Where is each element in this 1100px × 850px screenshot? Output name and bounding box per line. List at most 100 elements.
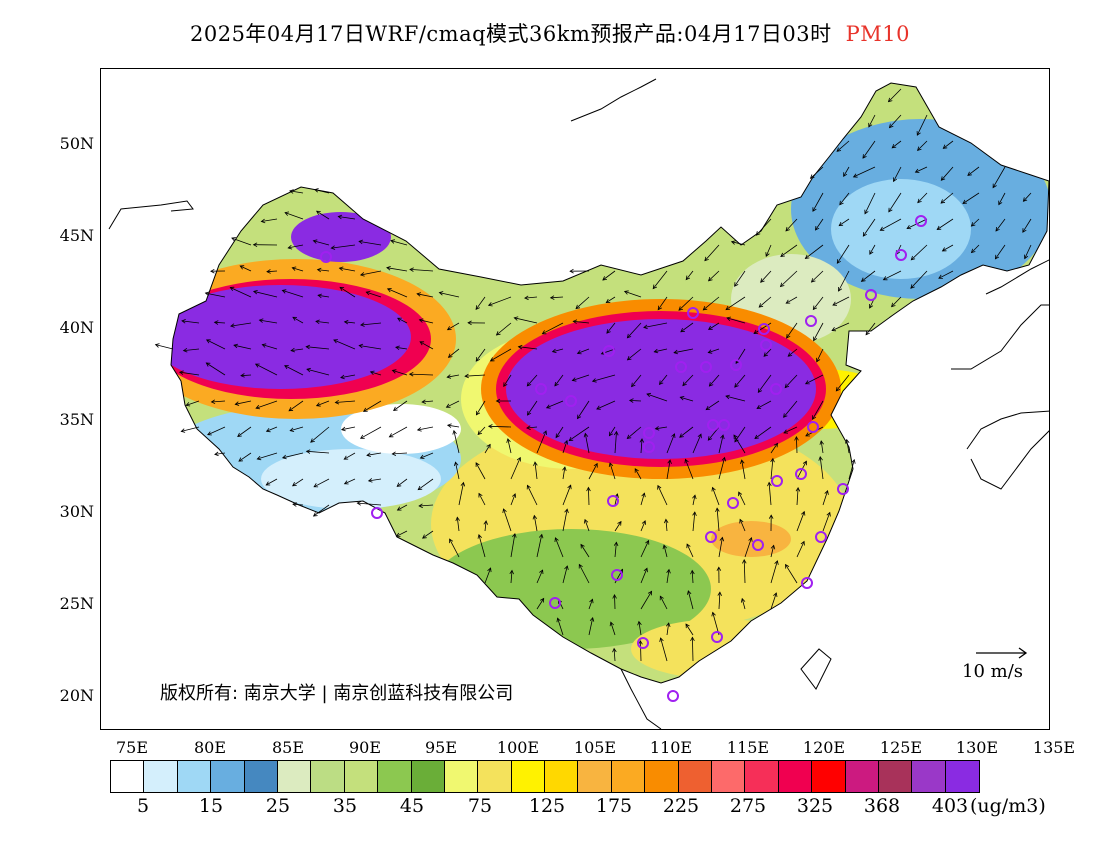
wind-arrow-head <box>506 438 511 443</box>
wind-arrow-head <box>623 290 629 295</box>
wind-arrow-head <box>612 647 617 653</box>
wind-arrow <box>743 559 746 584</box>
colorbar-cell <box>812 761 846 792</box>
wind-arrow-head <box>310 438 315 443</box>
colorbar-cell <box>878 761 913 792</box>
wind-arrow <box>510 457 521 480</box>
wind-arrow <box>880 218 902 231</box>
wind-arrow-head <box>289 189 294 194</box>
wind-arrow <box>848 459 855 480</box>
wind-arrow <box>262 344 278 350</box>
wind-arrow <box>655 426 668 430</box>
wind-arrow-head <box>397 317 402 322</box>
wind-arrow <box>602 270 616 281</box>
wind-arrow <box>282 452 304 459</box>
wind-arrow-head <box>804 380 810 385</box>
wind-arrow-head <box>516 456 521 462</box>
wind-arrow-head <box>785 226 790 232</box>
wind-arrow-head <box>445 403 451 408</box>
colorbar-tick-75: 75 <box>467 795 493 817</box>
wind-arrow <box>447 322 460 331</box>
wind-arrow-head <box>591 378 597 383</box>
wind-arrow <box>634 468 642 480</box>
wind-arrow <box>536 430 547 454</box>
wind-arrow-head <box>185 402 191 407</box>
wind-arrow <box>214 452 226 455</box>
wind-arrow-head <box>653 348 659 354</box>
wind-arrow <box>643 322 668 328</box>
city-marker <box>667 690 679 702</box>
wind-arrow-head <box>612 594 617 599</box>
wind-arrow <box>1022 218 1032 233</box>
wind-arrow-head <box>446 374 452 379</box>
wind-arrow <box>453 430 460 454</box>
colorbar-cell <box>344 761 379 792</box>
wind-arrow <box>255 400 278 409</box>
wind-arrow <box>536 598 545 610</box>
wind-arrow <box>838 270 850 292</box>
wind-arrow-head <box>214 451 219 457</box>
colorbar-tick-5: 5 <box>136 795 150 817</box>
wind-arrow-head <box>455 516 460 522</box>
wind-arrow-head <box>753 329 759 334</box>
wind-arrow-head <box>239 265 245 270</box>
wind-arrow-head <box>390 239 395 244</box>
wind-arrow-head <box>576 350 582 355</box>
colorbar-cell <box>712 761 746 792</box>
wind-arrow <box>712 487 720 506</box>
wind-arrow-head <box>422 534 427 539</box>
wind-arrow-head <box>812 305 818 311</box>
wind-arrow <box>230 287 252 298</box>
wind-arrow <box>765 244 772 257</box>
wind-arrow-head <box>395 345 400 351</box>
wind-arrow <box>333 339 356 350</box>
wind-arrow-head <box>812 415 817 421</box>
wind-arrow <box>627 426 642 439</box>
wind-arrow-head <box>740 459 745 465</box>
wind-arrow <box>741 598 746 610</box>
wind-arrow <box>344 321 356 324</box>
lat-label-50n: 50N <box>59 134 94 153</box>
wind-arrow <box>810 166 824 179</box>
wind-arrow <box>484 444 491 454</box>
wind-arrow-head <box>725 394 730 400</box>
wind-arrow <box>709 374 720 387</box>
city-marker <box>730 359 742 371</box>
lon-label-115e: 115E <box>726 738 770 757</box>
wind-arrow-head <box>291 266 297 271</box>
wind-arrow <box>805 244 824 259</box>
wind-arrow <box>992 166 1006 188</box>
wind-arrow <box>936 218 954 230</box>
wind-arrow <box>211 400 226 403</box>
wind-arrow-head <box>739 518 744 524</box>
wind-arrow-head <box>804 254 810 260</box>
wind-arrow <box>475 348 486 362</box>
wind-arrow-head <box>575 304 581 310</box>
wind-arrow-head <box>680 328 685 333</box>
wind-arrow <box>998 192 1006 205</box>
wind-arrow <box>478 534 486 558</box>
wind-arrow <box>490 348 512 362</box>
lon-label-105e: 105E <box>573 738 617 757</box>
wind-arrow <box>657 485 668 506</box>
wind-arrow <box>584 433 590 454</box>
wind-arrow-head <box>852 173 858 178</box>
wind-arrow-head <box>207 431 212 436</box>
wind-arrow <box>366 291 382 298</box>
wind-arrow-head <box>767 481 772 487</box>
wind-arrow <box>891 296 902 307</box>
coastlines <box>108 78 1049 729</box>
wind-arrow-head <box>252 242 258 248</box>
wind-arrow-head <box>487 302 493 307</box>
wind-arrow-head <box>1024 254 1029 260</box>
wind-arrow <box>207 426 226 436</box>
wind-arrow <box>577 400 590 419</box>
wind-arrow-head <box>659 595 664 601</box>
wind-arrow <box>496 322 512 336</box>
wind-arrow-head <box>643 567 648 573</box>
wind-arrow-head <box>287 244 293 250</box>
wind-arrow <box>447 424 460 428</box>
colorbar-cell <box>444 761 479 792</box>
wind-arrow-head <box>733 434 738 440</box>
wind-arrow <box>580 544 590 558</box>
